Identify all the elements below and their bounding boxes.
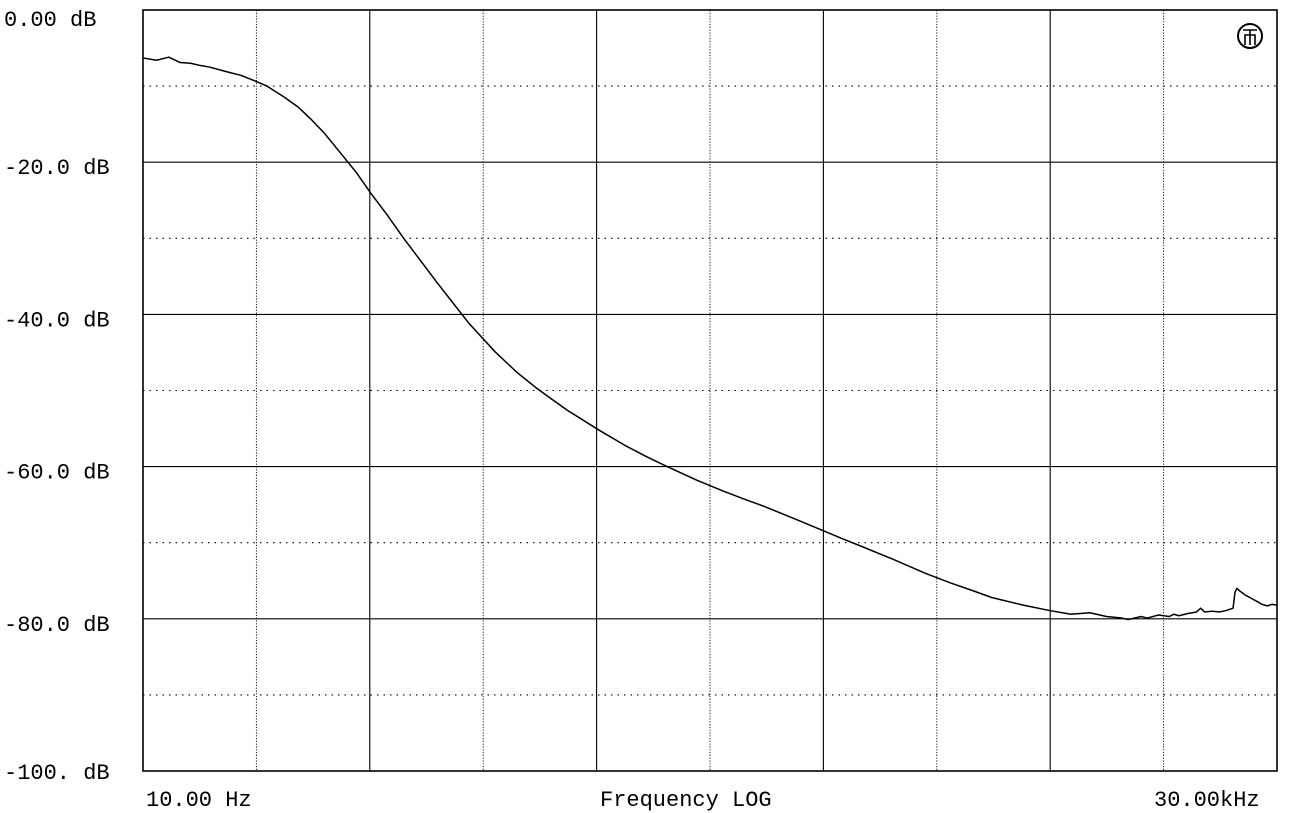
- y-tick-label: -80.0 dB: [4, 613, 110, 638]
- grid-layer: [143, 10, 1277, 771]
- y-tick-label: 0.00 dB: [4, 8, 96, 33]
- x-tick-label-max: 30.00kHz: [1154, 788, 1260, 813]
- y-tick-label: -40.0 dB: [4, 308, 110, 333]
- ap-logo-icon: [1237, 23, 1263, 49]
- y-axis-tick-labels: 0.00 dB -20.0 dB -40.0 dB -60.0 dB -80.0 dB -…: [4, 8, 110, 786]
- y-tick-label: -60.0 dB: [4, 461, 110, 486]
- x-tick-label-min: 10.00 Hz: [146, 788, 252, 813]
- x-axis-label: Frequency LOG: [600, 788, 772, 813]
- series-line-frequency-response: [142, 56, 1278, 621]
- y-tick-label: -100. dB: [4, 761, 110, 786]
- plot-border: [142, 9, 1278, 772]
- y-tick-label: -20.0 dB: [4, 156, 110, 181]
